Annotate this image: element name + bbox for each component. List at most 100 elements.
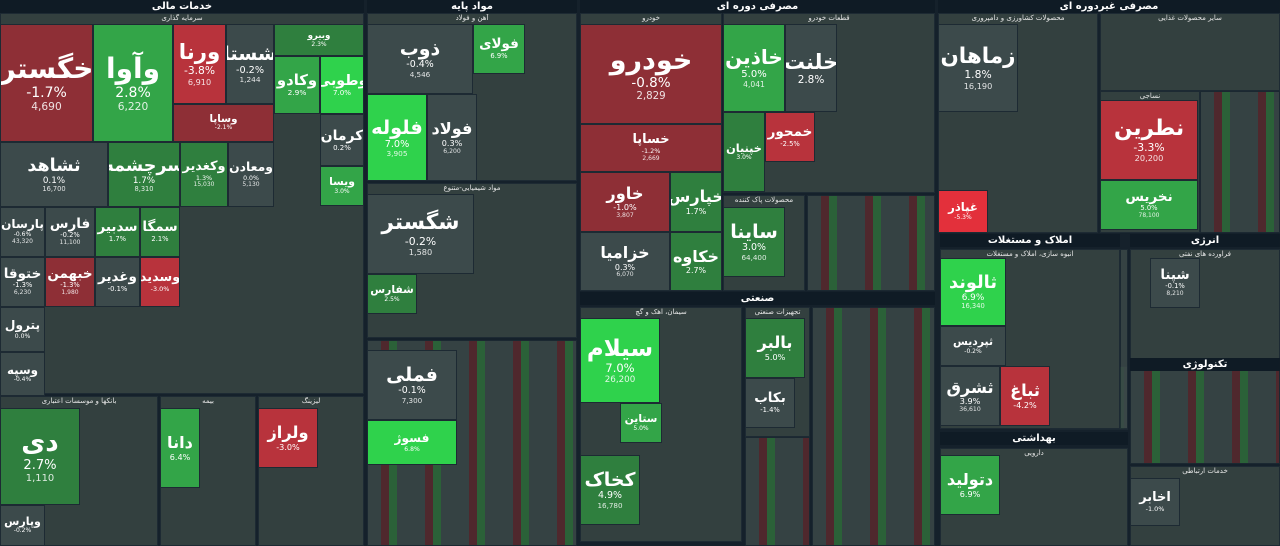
sector-header: املاک و مستغلات: [940, 234, 1120, 247]
stock-tile[interactable]: ذوب -0.4% 4,546: [367, 24, 473, 94]
stock-tile[interactable]: فارس -0.2% 11,100: [45, 207, 95, 257]
stock-name: وسپه: [6, 362, 39, 377]
stock-tile[interactable]: پارسان -0.6% 43,320: [0, 207, 45, 257]
stock-tile[interactable]: سمگا 2.1%: [140, 207, 180, 257]
stock-tile[interactable]: فلوله 7.0% 3,905: [367, 94, 427, 181]
stock-tile[interactable]: دتولید 6.9%: [940, 455, 1000, 515]
stock-change: 6.9%: [490, 51, 508, 60]
stock-tile[interactable]: خاور -1.0% 3,807: [580, 172, 670, 232]
stock-tile[interactable]: شفارس 2.5%: [367, 274, 417, 314]
stock-tile[interactable]: خبهمن -1.3% 1,980: [45, 257, 95, 307]
stock-tile[interactable]: ساینا 3.0% 64,400: [723, 207, 785, 277]
tile-cluster: [807, 195, 935, 291]
stock-tile[interactable]: ثباغ -4.2%: [1000, 366, 1050, 426]
stock-tile[interactable]: فسوژ 6.8%: [367, 420, 457, 465]
stock-volume: 2,669: [642, 154, 660, 162]
stock-name: فسوژ: [394, 431, 430, 446]
stock-tile[interactable]: بکاب -1.4%: [745, 378, 795, 428]
stock-change: -0.4%: [13, 376, 32, 384]
stock-name: ستاین: [624, 412, 658, 426]
stock-volume: 1,110: [25, 473, 55, 485]
stock-tile[interactable]: کرمان 0.2%: [320, 114, 364, 166]
stock-tile[interactable]: وسپه -0.4%: [0, 352, 45, 396]
stock-tile[interactable]: خپارس 1.7%: [670, 172, 722, 232]
stock-tile[interactable]: ثشرق 3.9% 36,610: [940, 366, 1000, 426]
stock-tile[interactable]: خساپا -1.2% 2,669: [580, 124, 722, 172]
stock-tile[interactable]: فولاد 0.3% 6,200: [427, 94, 477, 181]
stock-tile[interactable]: فملی -0.1% 7,300: [367, 350, 457, 420]
stock-name: ثالوند: [949, 272, 997, 293]
tile-cluster: [1130, 370, 1280, 464]
stock-tile[interactable]: ورنا -3.8% 6,910: [173, 24, 226, 104]
stock-name: خگستر: [0, 51, 93, 85]
stock-name: نطرین: [1113, 115, 1185, 141]
stock-tile[interactable]: وغدیر -0.1%: [95, 257, 140, 307]
stock-tile[interactable]: وکادو 2.9%: [274, 56, 320, 114]
stock-tile[interactable]: ویسا 3.0%: [320, 166, 364, 206]
stock-change: 2.7%: [23, 458, 57, 474]
stock-tile[interactable]: خزامیا 0.3% 6,070: [580, 232, 670, 291]
stock-volume: 8,210: [1166, 290, 1184, 298]
stock-change: -4.2%: [1013, 399, 1037, 410]
stock-tile[interactable]: وآوا 2.8% 6,220: [93, 24, 173, 142]
stock-tile[interactable]: غپاذر -5.3%: [938, 190, 988, 233]
stock-name: غپاذر: [948, 200, 978, 215]
stock-tile[interactable]: نخریس 5.0% 78,100: [1100, 180, 1198, 230]
stock-tile[interactable]: شگستر -0.2% 1,580: [367, 194, 474, 274]
stock-tile[interactable]: بالبر 5.0%: [745, 318, 805, 378]
stock-tile[interactable]: دانا 6.4%: [160, 408, 200, 488]
stock-tile[interactable]: زماهان 1.8% 16,190: [938, 24, 1018, 112]
stock-tile[interactable]: خمحور -2.5%: [765, 112, 815, 162]
stock-tile[interactable]: ثشاهد 0.1% 16,700: [0, 142, 108, 207]
stock-tile[interactable]: وطوبی7.0%: [320, 56, 364, 114]
stock-tile[interactable]: ستاین 5.0%: [620, 403, 662, 443]
stock-tile[interactable]: ختوقا -1.3% 6,230: [0, 257, 45, 307]
stock-tile[interactable]: وبیرو 2.3%: [274, 24, 364, 56]
stock-change: 5.0%: [633, 424, 649, 432]
stock-tile[interactable]: ثپردیس -0.2%: [940, 326, 1006, 366]
group-label: بیمه: [202, 397, 214, 405]
stock-change: -1.2%: [641, 147, 661, 156]
stock-tile[interactable]: فولای 6.9%: [473, 24, 525, 74]
stock-tile[interactable]: ومعادن 0.0% 5,130: [228, 142, 274, 207]
stock-tile[interactable]: سیلام 7.0% 26,200: [580, 318, 660, 403]
stock-volume: 3,807: [616, 212, 634, 220]
stock-volume: 7,300: [401, 396, 423, 406]
stock-change: 3.0%: [736, 154, 752, 162]
stock-tile[interactable]: وسدید -3.0%: [140, 257, 180, 307]
stock-tile[interactable]: خکاوه 2.7%: [670, 232, 722, 291]
stock-volume: 15,030: [193, 181, 215, 189]
stock-volume: 1,244: [239, 75, 261, 85]
stock-name: ویسا: [329, 175, 355, 189]
stock-tile[interactable]: سرچشمه1.7%8,310: [108, 142, 180, 207]
stock-change: -2.5%: [780, 139, 800, 148]
stock-name: ثشرق: [946, 377, 994, 397]
stock-tile[interactable]: نطرین -3.3% 20,200: [1100, 100, 1198, 180]
stock-tile[interactable]: خگستر -1.7% 4,690: [0, 24, 93, 142]
stock-tile[interactable]: وکغدیر 1.3% 15,030: [180, 142, 228, 207]
stock-change: 7.0%: [605, 361, 635, 376]
stock-tile[interactable]: وساپا -2.1%: [173, 104, 274, 142]
stock-name: خزامیا: [600, 243, 650, 263]
stock-tile[interactable]: دی 2.7% 1,110: [0, 408, 80, 505]
stock-change: -0.4%: [406, 59, 434, 71]
stock-tile[interactable]: خپنیان 3.0%: [723, 112, 765, 192]
stock-volume: 16,700: [42, 184, 66, 193]
stock-tile[interactable]: خودرو -0.8% 2,829: [580, 24, 722, 124]
stock-tile[interactable]: پترول 0.0%: [0, 307, 45, 352]
stock-tile[interactable]: ولراز -3.0%: [258, 408, 318, 468]
stock-name: دتولید: [946, 470, 994, 490]
stock-tile[interactable]: خلنت 2.8%: [785, 24, 837, 112]
stock-tile[interactable]: شپنا -0.1% 8,210: [1150, 258, 1200, 308]
stock-volume: 8,310: [134, 184, 154, 193]
stock-tile[interactable]: کخاک 4.9% 16,780: [580, 455, 640, 525]
group-label: قطعات خودرو: [808, 14, 850, 22]
stock-change: 5.0%: [741, 69, 767, 81]
stock-name: شستا: [227, 42, 274, 66]
stock-tile[interactable]: اخابر -1.0%: [1130, 478, 1180, 526]
stock-tile[interactable]: خاذین 5.0% 4,041: [723, 24, 785, 112]
stock-tile[interactable]: وپارس -0.2%: [0, 505, 45, 546]
stock-tile[interactable]: سدبیر 1.7%: [95, 207, 140, 257]
stock-tile[interactable]: ثالوند 6.9% 16,340: [940, 258, 1006, 326]
stock-tile[interactable]: شستا-0.2%1,244: [226, 24, 274, 104]
